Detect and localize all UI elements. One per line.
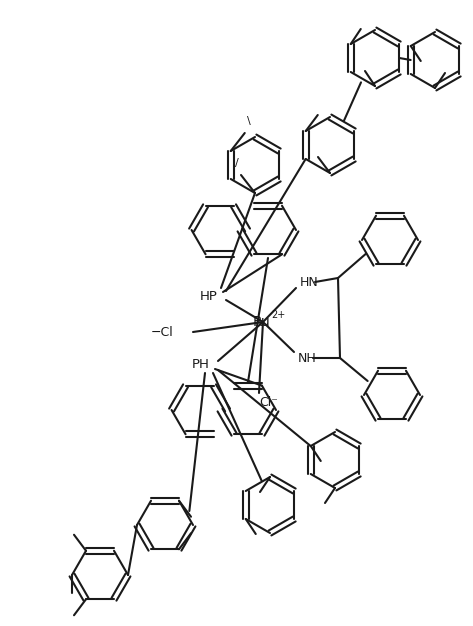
Text: PH: PH bbox=[192, 359, 210, 371]
Text: HP: HP bbox=[200, 289, 218, 302]
Text: NH: NH bbox=[298, 352, 317, 364]
Text: Cl⁻: Cl⁻ bbox=[259, 396, 278, 409]
Text: Ru: Ru bbox=[252, 315, 270, 329]
Text: \: \ bbox=[247, 116, 251, 126]
Text: /: / bbox=[235, 158, 239, 168]
Text: 2+: 2+ bbox=[271, 310, 285, 320]
Text: HN: HN bbox=[300, 275, 319, 289]
Text: −Cl: −Cl bbox=[150, 326, 173, 339]
